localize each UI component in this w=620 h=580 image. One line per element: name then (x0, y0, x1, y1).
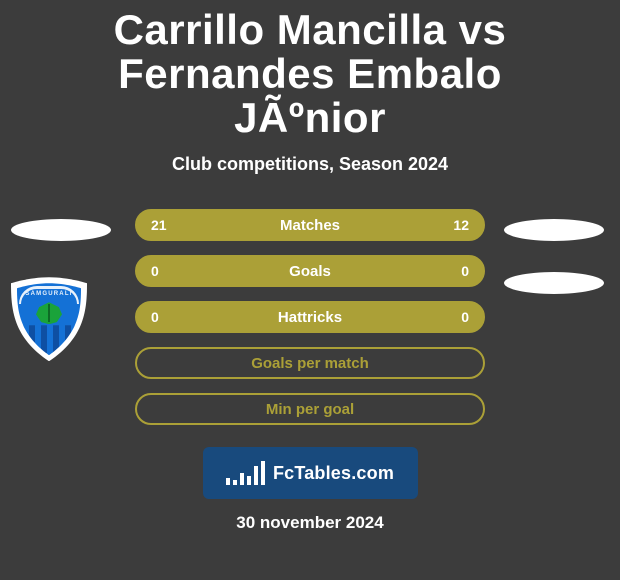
stat-row: Goals 0 0 (135, 255, 485, 287)
stat-row: Hattricks 0 0 (135, 301, 485, 333)
club-crest-placeholder-icon (504, 272, 604, 294)
stat-right-value: 12 (453, 217, 469, 233)
page-title: Carrillo Mancilla vs Fernandes Embalo JÃ… (0, 0, 620, 140)
left-player-column: SAMGURALI (11, 219, 111, 361)
stat-label: Goals per match (251, 355, 369, 372)
fctables-label: FcTables.com (273, 463, 394, 484)
stat-label: Min per goal (266, 401, 354, 418)
crest-arch-text: SAMGURALI (19, 286, 79, 304)
club-crest-icon: SAMGURALI (11, 277, 87, 361)
subtitle: Club competitions, Season 2024 (0, 154, 620, 175)
stat-right-value: 0 (461, 263, 469, 279)
stat-left-value: 0 (151, 309, 159, 325)
player-photo-placeholder-icon (11, 219, 111, 241)
stat-label: Goals (289, 263, 331, 280)
comparison-area: SAMGURALI Matches2112Goals00Hattricks00G… (0, 209, 620, 533)
stat-left-value: 0 (151, 263, 159, 279)
date-label: 30 november 2024 (0, 513, 620, 533)
stat-row: Goals per match (135, 347, 485, 379)
fctables-badge: FcTables.com (203, 447, 418, 499)
stat-row: Min per goal (135, 393, 485, 425)
player-photo-placeholder-icon (504, 219, 604, 241)
stat-left-value: 21 (151, 217, 167, 233)
bar-chart-icon (226, 461, 265, 485)
right-club-column (504, 272, 604, 294)
right-player-column (504, 219, 604, 241)
stat-label: Hattricks (278, 309, 342, 326)
stats-table: Matches 21 12 Goals 0 0 Hattricks 0 0 Goals per m… (135, 209, 485, 425)
stat-row: Matches 21 12 (135, 209, 485, 241)
stat-label: Matches (280, 217, 340, 234)
stat-right-value: 0 (461, 309, 469, 325)
